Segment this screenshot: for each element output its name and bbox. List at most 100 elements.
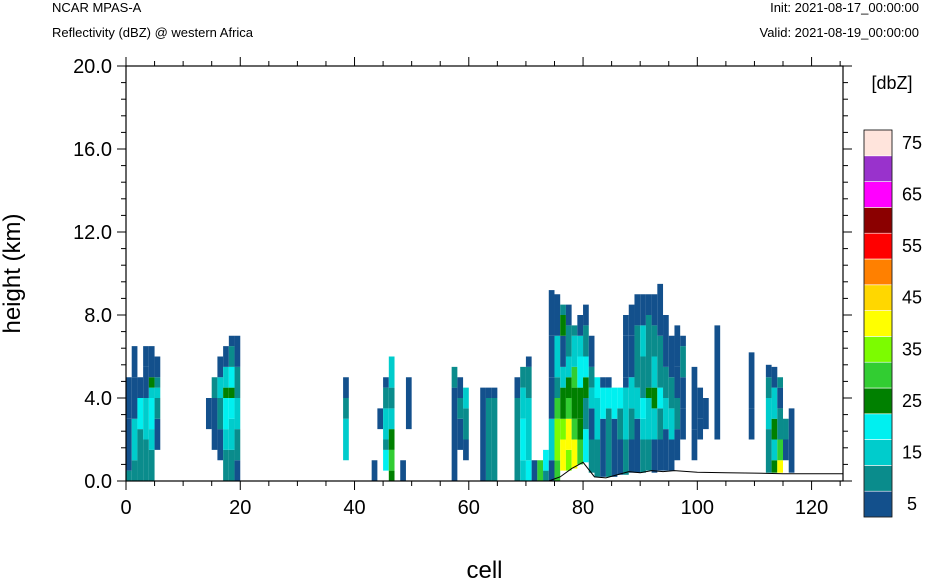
reflectivity-cell: [126, 377, 132, 419]
reflectivity-cell: [491, 398, 498, 440]
reflectivity-cell: [634, 387, 641, 419]
reflectivity-cell: [234, 366, 241, 398]
x-tick-label: 20: [229, 497, 251, 519]
reflectivity-cell: [457, 418, 464, 450]
reflectivity-cell: [588, 408, 595, 440]
reflectivity-cell: [531, 460, 538, 481]
reflectivity-cell: [714, 325, 721, 398]
reflectivity-cell: [491, 439, 498, 481]
reflectivity-cell: [537, 460, 544, 481]
reflectivity-cell: [388, 356, 395, 388]
reflectivity-cell: [554, 377, 561, 398]
reflectivity-cell: [228, 366, 235, 388]
reflectivity-cell: [571, 439, 578, 469]
colorbar-label: 45: [902, 288, 922, 308]
x-tick-label: 120: [795, 497, 828, 519]
reflectivity-cell: [228, 398, 235, 419]
colorbar-label: 5: [907, 494, 917, 514]
reflectivity-cell: [560, 366, 566, 388]
reflectivity-cell: [520, 366, 526, 388]
reflectivity-cell: [765, 364, 772, 378]
reflectivity-cell: [640, 439, 646, 473]
reflectivity-cell: [343, 377, 349, 398]
colorbar: [863, 129, 893, 518]
colorbar-labels: 5 15 25 35 45 55 65 75: [902, 133, 922, 514]
reflectivity-cell: [691, 429, 698, 461]
reflectivity-cell: [388, 449, 395, 471]
reflectivity-cell: [211, 377, 218, 398]
reflectivity-cell: [211, 398, 218, 450]
reflectivity-cell: [463, 408, 469, 440]
reflectivity-cell: [228, 418, 235, 450]
reflectivity-cell: [765, 398, 772, 430]
reflectivity-cell: [628, 335, 635, 378]
reflectivity-cell: [463, 387, 469, 409]
colorbar-swatch: [863, 465, 893, 492]
colorbar-frame: [863, 129, 893, 518]
reflectivity-cell: [154, 398, 161, 419]
reflectivity-cell: [640, 356, 646, 398]
reflectivity-cell: [154, 387, 161, 398]
reflectivity-cell: [588, 335, 595, 367]
reflectivity-cell: [623, 439, 629, 475]
reflectivity-cell: [377, 408, 384, 430]
reflectivity-cell: [680, 408, 686, 440]
reflectivity-cell: [697, 387, 704, 419]
reflectivity-cell: [577, 335, 584, 357]
axis-ticks: [117, 57, 852, 490]
x-tick-label: 100: [681, 497, 714, 519]
reflectivity-cell: [748, 408, 755, 440]
reflectivity-cell: [605, 387, 612, 409]
reflectivity-cell: [234, 429, 241, 461]
colorbar-swatch: [863, 284, 893, 311]
reflectivity-cell: [617, 439, 624, 475]
reflectivity-cell: [388, 408, 395, 430]
x-tick-label: 40: [343, 497, 365, 519]
reflectivity-cell: [525, 366, 532, 398]
reflectivity-cell: [680, 377, 686, 409]
axis-tick-labels: 0 20 40 60 80 100 120 0.0 4.0 8.0 12.0 16.0 20.0: [73, 56, 828, 519]
colorbar-label: 75: [902, 133, 922, 153]
reflectivity-cell: [148, 387, 155, 398]
reflectivity-cell: [143, 366, 149, 398]
reflectivity-cell: [777, 439, 784, 461]
reflectivity-cell: [520, 460, 526, 481]
colorbar-swatch: [863, 387, 893, 415]
reflectivity-cell: [583, 325, 589, 357]
reflectivity-cell: [383, 387, 389, 409]
reflectivity-cell: [594, 377, 601, 398]
colorbar-swatch: [863, 413, 893, 440]
reflectivity-cell: [663, 366, 669, 398]
reflectivity-cell: [771, 418, 778, 440]
reflectivity-cell: [571, 335, 578, 367]
reflectivity-cell: [143, 346, 149, 367]
reflectivity-cell: [600, 387, 606, 419]
reflectivity-cell: [217, 356, 224, 378]
reflectivity-cell: [223, 449, 229, 481]
field-subtitle: Reflectivity (dBZ) @ western Africa: [52, 25, 254, 40]
reflectivity-cell: [571, 366, 578, 388]
reflectivity-cell: [577, 418, 584, 440]
reflectivity-cell: [217, 377, 224, 398]
reflectivity-cell: [777, 377, 784, 388]
reflectivity-cell: [565, 398, 572, 419]
reflectivity-cell: [691, 398, 698, 430]
reflectivity-cell: [583, 377, 589, 398]
init-time: Init: 2021-08-17_00:00:00: [770, 0, 919, 15]
reflectivity-cell: [223, 387, 229, 398]
reflectivity-cell: [634, 294, 641, 326]
reflectivity-cell: [628, 304, 635, 336]
reflectivity-cell: [600, 377, 606, 388]
reflectivity-cell: [771, 439, 778, 461]
reflectivity-cell: [383, 408, 389, 440]
reflectivity-cell: [634, 356, 641, 388]
reflectivity-cell: [645, 387, 652, 398]
x-tick-label: 60: [458, 497, 480, 519]
reflectivity-cell: [383, 377, 389, 388]
reflectivity-cell: [588, 387, 595, 409]
reflectivity-cell: [131, 346, 138, 378]
reflectivity-cell: [577, 315, 584, 336]
reflectivity-cell: [645, 294, 652, 315]
reflectivity-cell: [571, 387, 578, 419]
